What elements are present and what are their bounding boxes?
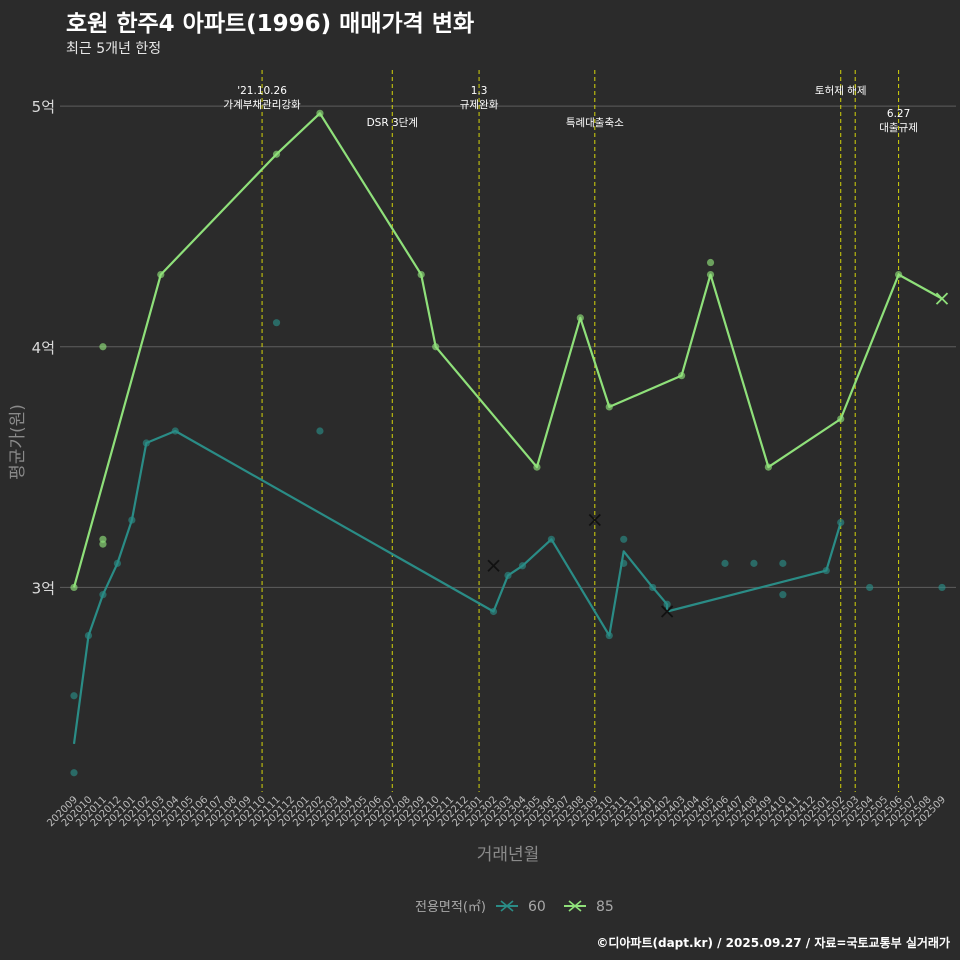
x-axis-title: 거래년월 [477, 845, 540, 865]
data-point [605, 403, 613, 411]
data-point [678, 372, 686, 380]
cross-marker [660, 605, 674, 618]
data-point [99, 540, 107, 548]
event-label: 대출규제 [879, 122, 918, 134]
event-label: 규제완화 [460, 98, 499, 111]
legend-swatch-cross [500, 900, 514, 912]
series-85 [70, 109, 949, 592]
data-point [70, 769, 78, 777]
data-point [649, 583, 657, 592]
data-point [518, 562, 527, 570]
cross-marker [935, 292, 949, 305]
legend-item-85: 85 [564, 899, 614, 915]
data-point [99, 591, 107, 599]
data-point [99, 343, 107, 351]
data-point [779, 591, 787, 599]
event-label: 6.27 [887, 108, 910, 120]
data-point [504, 571, 512, 580]
data-point [764, 463, 773, 471]
legend: 전용면적(㎡) 60 85 [415, 899, 614, 915]
data-point [938, 583, 946, 592]
data-point [706, 270, 715, 279]
data-point [417, 270, 425, 279]
data-point [620, 535, 628, 543]
event-label: 1.3 [471, 85, 488, 97]
y-gridlines [60, 105, 956, 588]
event-label: DSR 3단계 [367, 117, 418, 129]
chart-subtitle: 최근 5개년 한정 [66, 41, 162, 57]
legend-items: 60 85 [496, 899, 614, 915]
data-point [750, 559, 758, 567]
data-point [779, 559, 787, 567]
legend-label: 85 [596, 899, 614, 915]
data-point [272, 150, 281, 158]
y-tick-label: 4억 [32, 339, 55, 357]
legend-label: 60 [528, 899, 546, 915]
data-point [837, 415, 845, 423]
data-point [171, 427, 179, 435]
legend-title: 전용면적(㎡) [415, 900, 486, 915]
data-point [866, 583, 874, 592]
data-point [605, 631, 613, 640]
data-point [822, 566, 830, 575]
data-point [70, 692, 78, 700]
data-point [128, 516, 136, 524]
data-point [113, 559, 121, 567]
legend-swatch-cross [568, 900, 582, 912]
source-caption: ©디아파트(dapt.kr) / 2025.09.27 / 자료=국토교통부 실… [596, 936, 950, 950]
data-point [620, 559, 628, 567]
event-label: 토허제 해제 [815, 84, 867, 97]
event-label: 특례대출축소 [566, 117, 624, 129]
data-point [576, 314, 584, 322]
y-axis-ticks: 3억 4억 5억 [32, 98, 55, 597]
data-point [706, 258, 715, 267]
data-point [316, 109, 324, 117]
data-point [547, 535, 556, 543]
data-point [316, 427, 324, 435]
data-point [721, 559, 729, 567]
legend-item-60: 60 [496, 899, 546, 915]
data-point [837, 518, 845, 527]
data-point [142, 439, 150, 447]
y-tick-label: 5억 [32, 98, 55, 116]
cross-marker [487, 559, 500, 572]
event-label: 가계부채관리강화 [223, 99, 301, 111]
x-axis-ticks: 2020092020102020112020122021012021022021… [45, 794, 948, 829]
data-point [432, 343, 440, 351]
event-label: '21.10.26 [237, 85, 287, 97]
data-point [663, 600, 671, 608]
series-line-85 [72, 112, 943, 588]
y-axis-title: 평균가(원) [8, 404, 28, 480]
data-point [157, 270, 165, 279]
data-point [895, 270, 903, 279]
cross-marker [588, 513, 601, 527]
series-layer [70, 109, 949, 777]
data-point [84, 631, 93, 640]
series-60 [70, 319, 946, 777]
data-point [70, 583, 78, 592]
y-tick-label: 3억 [32, 579, 55, 597]
data-point [533, 463, 541, 471]
data-point [272, 319, 281, 327]
chart-title: 호원 한주4 아파트(1996) 매매가격 변화 [66, 11, 475, 37]
data-point [489, 607, 498, 616]
